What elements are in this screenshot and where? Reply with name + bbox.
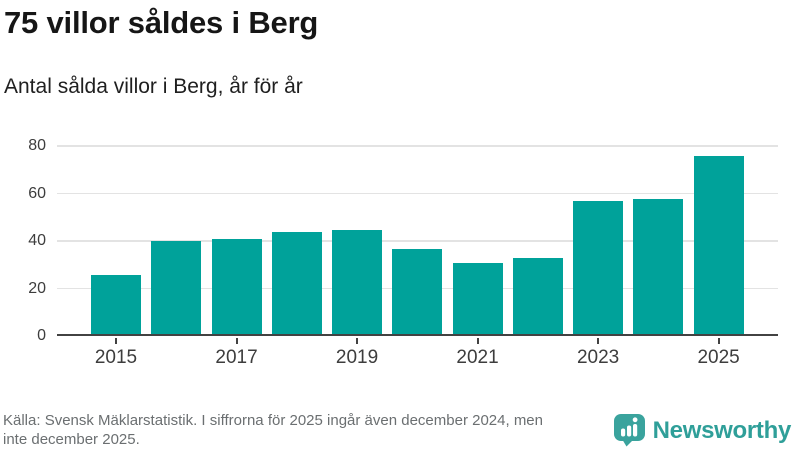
x-tick-2015	[115, 338, 117, 344]
source-line-1: Källa: Svensk Mäklarstatistik. I siffror…	[3, 412, 543, 429]
x-tick-label-2015: 2015	[94, 347, 138, 368]
gridline-y60	[57, 192, 778, 195]
newsworthy-wordmark: Newsworthy	[652, 416, 792, 444]
y-tick-label-60: 60	[28, 184, 46, 202]
gridline-y80	[57, 145, 778, 147]
x-tick-label-2021: 2021	[456, 347, 499, 368]
plot-area	[57, 145, 778, 336]
y-tick-label-20: 20	[28, 279, 46, 297]
bar-2024	[633, 198, 684, 334]
source-note: Källa: Svensk Mäklarstatistik. I siffror…	[3, 411, 543, 449]
bar-2022	[512, 258, 563, 334]
y-tick-label-40: 40	[28, 232, 46, 249]
bar-2021	[452, 262, 503, 334]
bar-2025	[693, 155, 744, 334]
x-axis: 2015 2017 2019 2021 2023 2025	[57, 338, 778, 380]
x-tick-2021	[476, 338, 479, 344]
x-tick-2017	[235, 338, 238, 344]
newsworthy-bubble-chart-icon	[613, 414, 645, 447]
bar-2016	[151, 241, 202, 334]
bar-2019	[332, 229, 383, 334]
x-tick-label-2019: 2019	[335, 347, 379, 368]
bar-2020	[392, 248, 443, 334]
bar-2023	[573, 201, 624, 334]
x-tick-2019	[356, 338, 359, 344]
y-tick-label-80: 80	[28, 137, 46, 154]
newsworthy-logo: Newsworthy	[613, 413, 791, 447]
x-tick-2023	[597, 338, 600, 344]
y-axis: 0 20 40 60 80	[0, 137, 46, 344]
source-line-2: inte december 2025.	[3, 431, 140, 448]
gridline-y40	[57, 240, 778, 242]
bar-2018	[271, 231, 322, 334]
bar-2015	[91, 274, 141, 334]
x-tick-2025	[717, 338, 720, 344]
chart-title: 75 villor såldes i Berg	[4, 5, 319, 40]
x-tick-label-2017: 2017	[215, 347, 258, 368]
bar-2017	[211, 239, 262, 334]
x-tick-label-2023: 2023	[576, 347, 620, 368]
chart-subtitle: Antal sålda villor i Berg, år för år	[4, 75, 303, 98]
y-tick-label-0: 0	[37, 327, 46, 344]
x-tick-label-2025: 2025	[697, 347, 740, 368]
